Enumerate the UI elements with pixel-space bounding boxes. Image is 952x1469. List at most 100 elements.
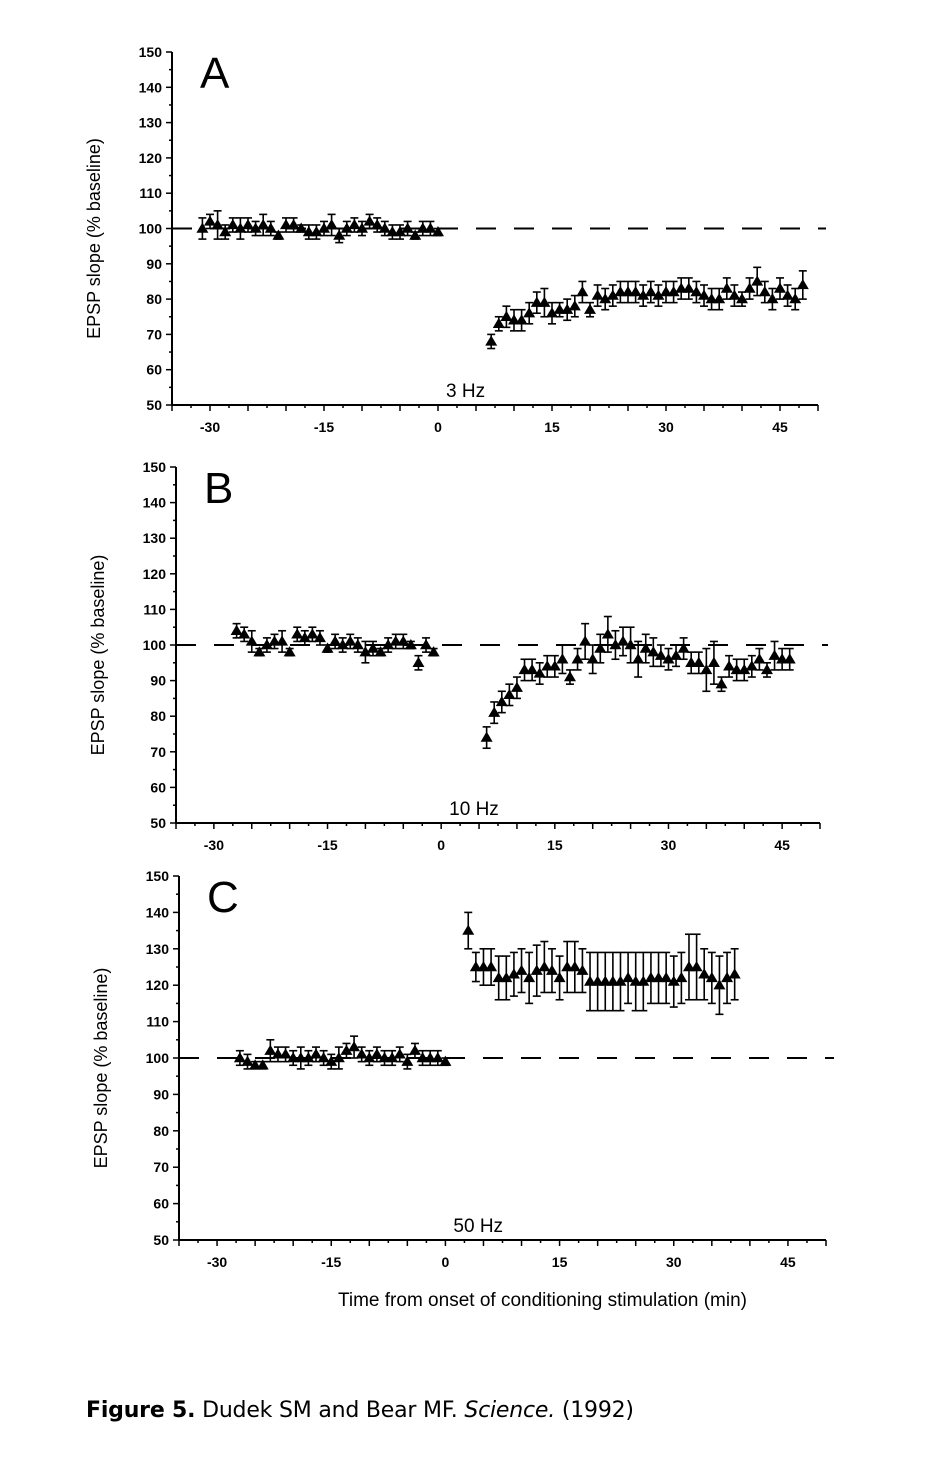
y-tick-label: 110 [146,1014,169,1030]
data-point [245,635,258,646]
data-point [606,289,619,300]
y-tick-label: 150 [139,44,163,60]
x-tick-label: 30 [658,419,674,435]
series-baseline [230,622,440,671]
data-point [325,1055,338,1066]
data-point [378,1052,391,1063]
series-post-conditioning [480,615,796,750]
figure-caption: Figure 5. Dudek SM and Bear MF. Science.… [86,1398,634,1423]
data-point [291,628,304,639]
data-point [796,278,809,290]
y-tick-label: 80 [146,291,162,307]
data-point [591,289,604,300]
data-point [234,222,247,233]
data-point [576,286,589,297]
data-point [576,964,589,975]
data-point [329,635,342,646]
data-point [485,961,498,972]
data-point [416,222,429,233]
data-point [601,628,614,639]
data-point [586,653,599,664]
y-tick-label: 50 [150,815,166,831]
data-point [325,218,338,230]
y-tick-label: 90 [146,256,162,272]
data-point [302,1052,315,1063]
data-point [738,663,751,675]
data-point [530,964,543,975]
data-point [219,226,232,237]
data-point [480,731,493,742]
data-point [670,649,683,660]
data-point [298,631,311,643]
data-point [652,289,665,300]
data-point [348,218,361,230]
data-point [386,1052,399,1063]
data-point [389,635,402,646]
data-point [660,971,673,983]
data-point [682,282,695,293]
data-point [279,1048,292,1059]
data-point [553,303,566,314]
data-point [370,1048,383,1059]
data-point [644,286,657,297]
x-tick-label: -15 [314,419,334,435]
data-point [530,296,543,307]
data-point [310,226,323,237]
frequency-annotation: 50 Hz [453,1216,503,1237]
panel-c: 50 60 70 80 90 100 110 120 130 140 150 -30 -15 0 15 30 4… [91,868,834,1311]
data-point [652,971,665,983]
data-point [629,975,642,986]
data-point [394,226,406,237]
y-tick-label: 110 [139,185,162,201]
data-point [196,222,209,233]
data-point [768,649,781,660]
data-point [510,681,523,692]
x-axis-label: Time from onset of conditioning stimulat… [338,1290,747,1311]
data-point [302,226,315,237]
y-axis-label: EPSP slope (% baseline) [88,555,108,756]
x-tick-label: -15 [317,837,337,853]
y-tick-label: 80 [153,1123,169,1139]
data-point [280,218,292,230]
data-point [789,293,802,304]
data-point [393,1048,406,1059]
x-tick-label: 0 [442,1254,450,1270]
data-point [599,293,612,304]
series-baseline [196,210,444,244]
data-point [662,653,675,664]
data-point [264,222,277,233]
data-point [606,975,619,986]
data-point [526,663,539,675]
data-point [233,1052,246,1063]
data-point [257,218,270,230]
data-point [204,215,216,226]
panel-a: 50 60 70 80 90 100 110 120 130 140 150 -30 -15 0 15 30 4… [84,44,826,435]
data-point [546,307,558,318]
data-point [736,293,748,304]
y-axis-label: EPSP slope (% baseline) [84,138,104,339]
data-point [758,286,771,297]
data-point [294,1052,307,1063]
data-point [632,653,645,664]
y-tick-label: 50 [153,1232,169,1248]
data-point [561,303,574,314]
data-point [541,660,554,671]
y-tick-label: 100 [146,1050,170,1066]
data-point [264,1044,277,1055]
data-point [707,656,720,667]
data-point [249,1059,262,1070]
data-point [271,1048,284,1059]
data-point [654,649,667,660]
data-point [382,639,395,650]
data-point [260,639,273,650]
data-point [698,289,710,300]
data-point [336,639,349,650]
data-point [745,660,758,671]
data-point [313,631,326,643]
data-point [355,1048,368,1059]
data-point [230,624,243,635]
data-point [515,314,528,325]
frequency-annotation: 10 Hz [449,799,499,820]
data-point [599,975,612,986]
data-point [675,971,688,983]
